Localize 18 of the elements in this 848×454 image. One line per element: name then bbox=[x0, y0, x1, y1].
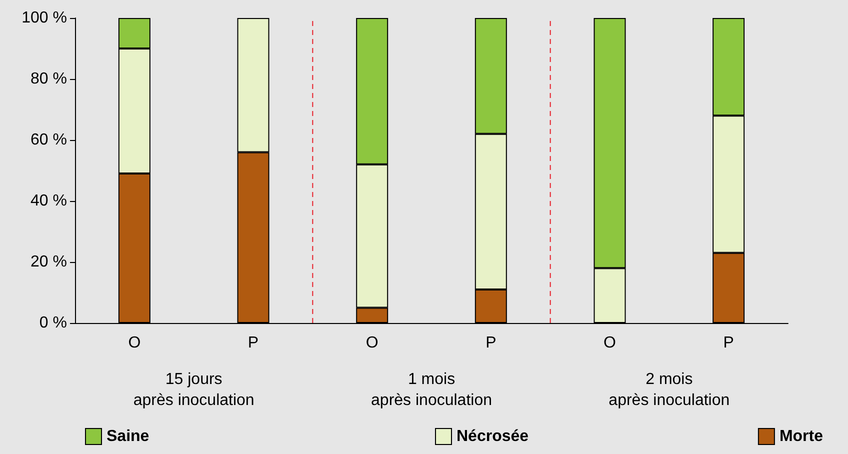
x-tick-label: P bbox=[248, 334, 259, 352]
text: 2 mois après inoculation bbox=[608, 371, 730, 409]
y-tick-label: 80 % bbox=[30, 70, 67, 88]
x-tick-label: O bbox=[604, 334, 616, 352]
y-tick-label: 0 % bbox=[39, 314, 67, 332]
text: 1 mois après inoculation bbox=[371, 371, 492, 409]
x-tick-label: P bbox=[723, 334, 734, 352]
legend-label: Nécrosée bbox=[456, 428, 529, 445]
text: 15 jours après inoculation bbox=[133, 371, 254, 409]
y-tick-label: 60 % bbox=[30, 132, 67, 148]
y-tick-label: 40 % bbox=[30, 192, 67, 210]
x-tick-label: O bbox=[366, 334, 378, 352]
x-tick-label: O bbox=[128, 334, 141, 352]
y-tick-label: 100 % bbox=[22, 10, 67, 26]
legend-label: Morte bbox=[779, 428, 824, 445]
legend-label: Saine bbox=[106, 428, 150, 445]
x-tick-label: P bbox=[486, 334, 496, 352]
y-tick-label: 20 % bbox=[30, 254, 67, 270]
